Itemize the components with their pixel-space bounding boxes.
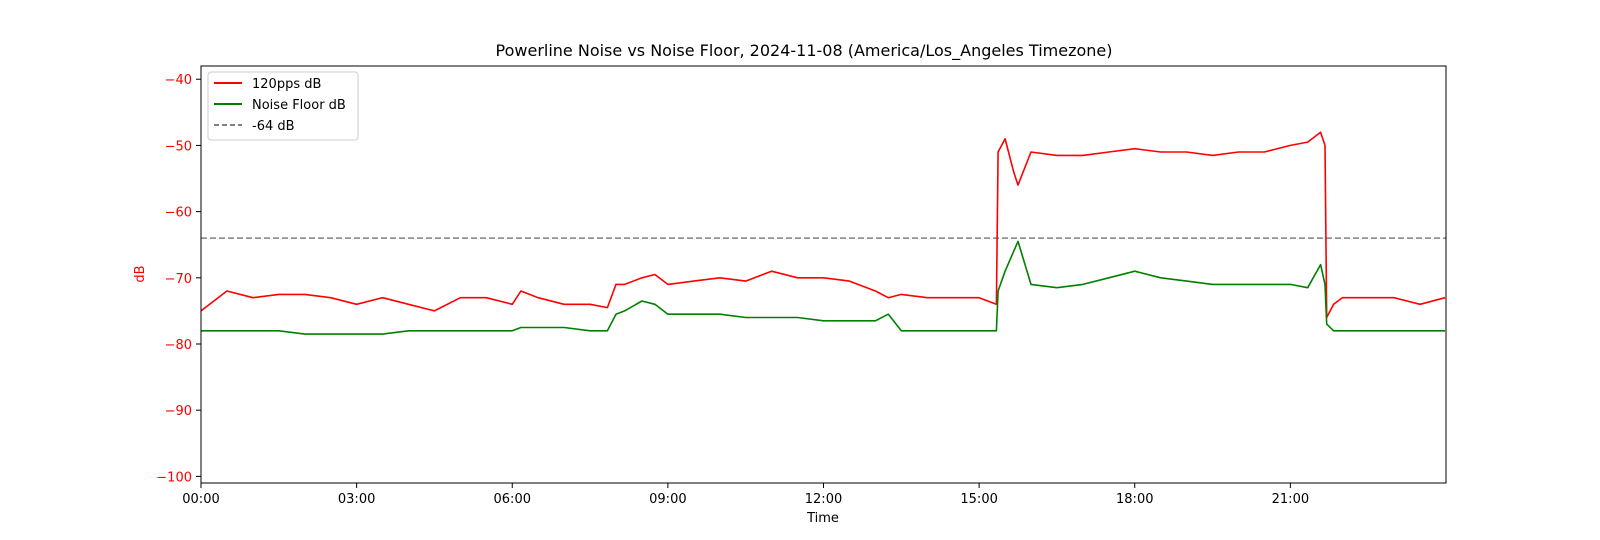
legend-box <box>207 71 359 141</box>
y-tick-label: −90 <box>165 404 192 419</box>
y-tick-label: −100 <box>156 470 192 485</box>
x-tick-label: 12:00 <box>805 492 842 507</box>
y-tick-label: −40 <box>165 73 192 88</box>
y-axis: −40 −50 −60 −70 −80 −90 −100 <box>156 73 201 485</box>
x-tick-label: 18:00 <box>1116 492 1153 507</box>
legend-label-120pps: 120pps dB <box>252 77 321 92</box>
y-axis-label: dB <box>133 265 148 282</box>
y-tick-label: −80 <box>165 338 192 353</box>
series-layer <box>200 131 1446 335</box>
legend: 120pps dB Noise Floor dB -64 dB <box>207 71 359 141</box>
x-axis: 00:00 03:00 06:00 09:00 12:00 15:00 18:00 21:00 <box>182 483 1309 507</box>
x-tick-label: 09:00 <box>649 492 686 507</box>
plot-area <box>201 66 1446 483</box>
x-tick-label: 06:00 <box>494 492 531 507</box>
chart-title: Powerline Noise vs Noise Floor, 2024-11-… <box>496 41 1113 61</box>
x-axis-label: Time <box>806 511 839 526</box>
x-tick-label: 21:00 <box>1272 492 1309 507</box>
x-tick-label: 00:00 <box>182 492 219 507</box>
y-tick-label: −50 <box>165 139 192 154</box>
legend-label-noise-floor: Noise Floor dB <box>252 98 346 113</box>
series-line-120pps <box>200 131 1446 319</box>
y-tick-label: −60 <box>165 206 192 221</box>
x-tick-label: 15:00 <box>960 492 997 507</box>
x-tick-label: 03:00 <box>338 492 375 507</box>
legend-label-threshold: -64 dB <box>252 119 295 134</box>
series-line-noise-floor <box>201 240 1446 335</box>
y-tick-label: −70 <box>165 272 192 287</box>
